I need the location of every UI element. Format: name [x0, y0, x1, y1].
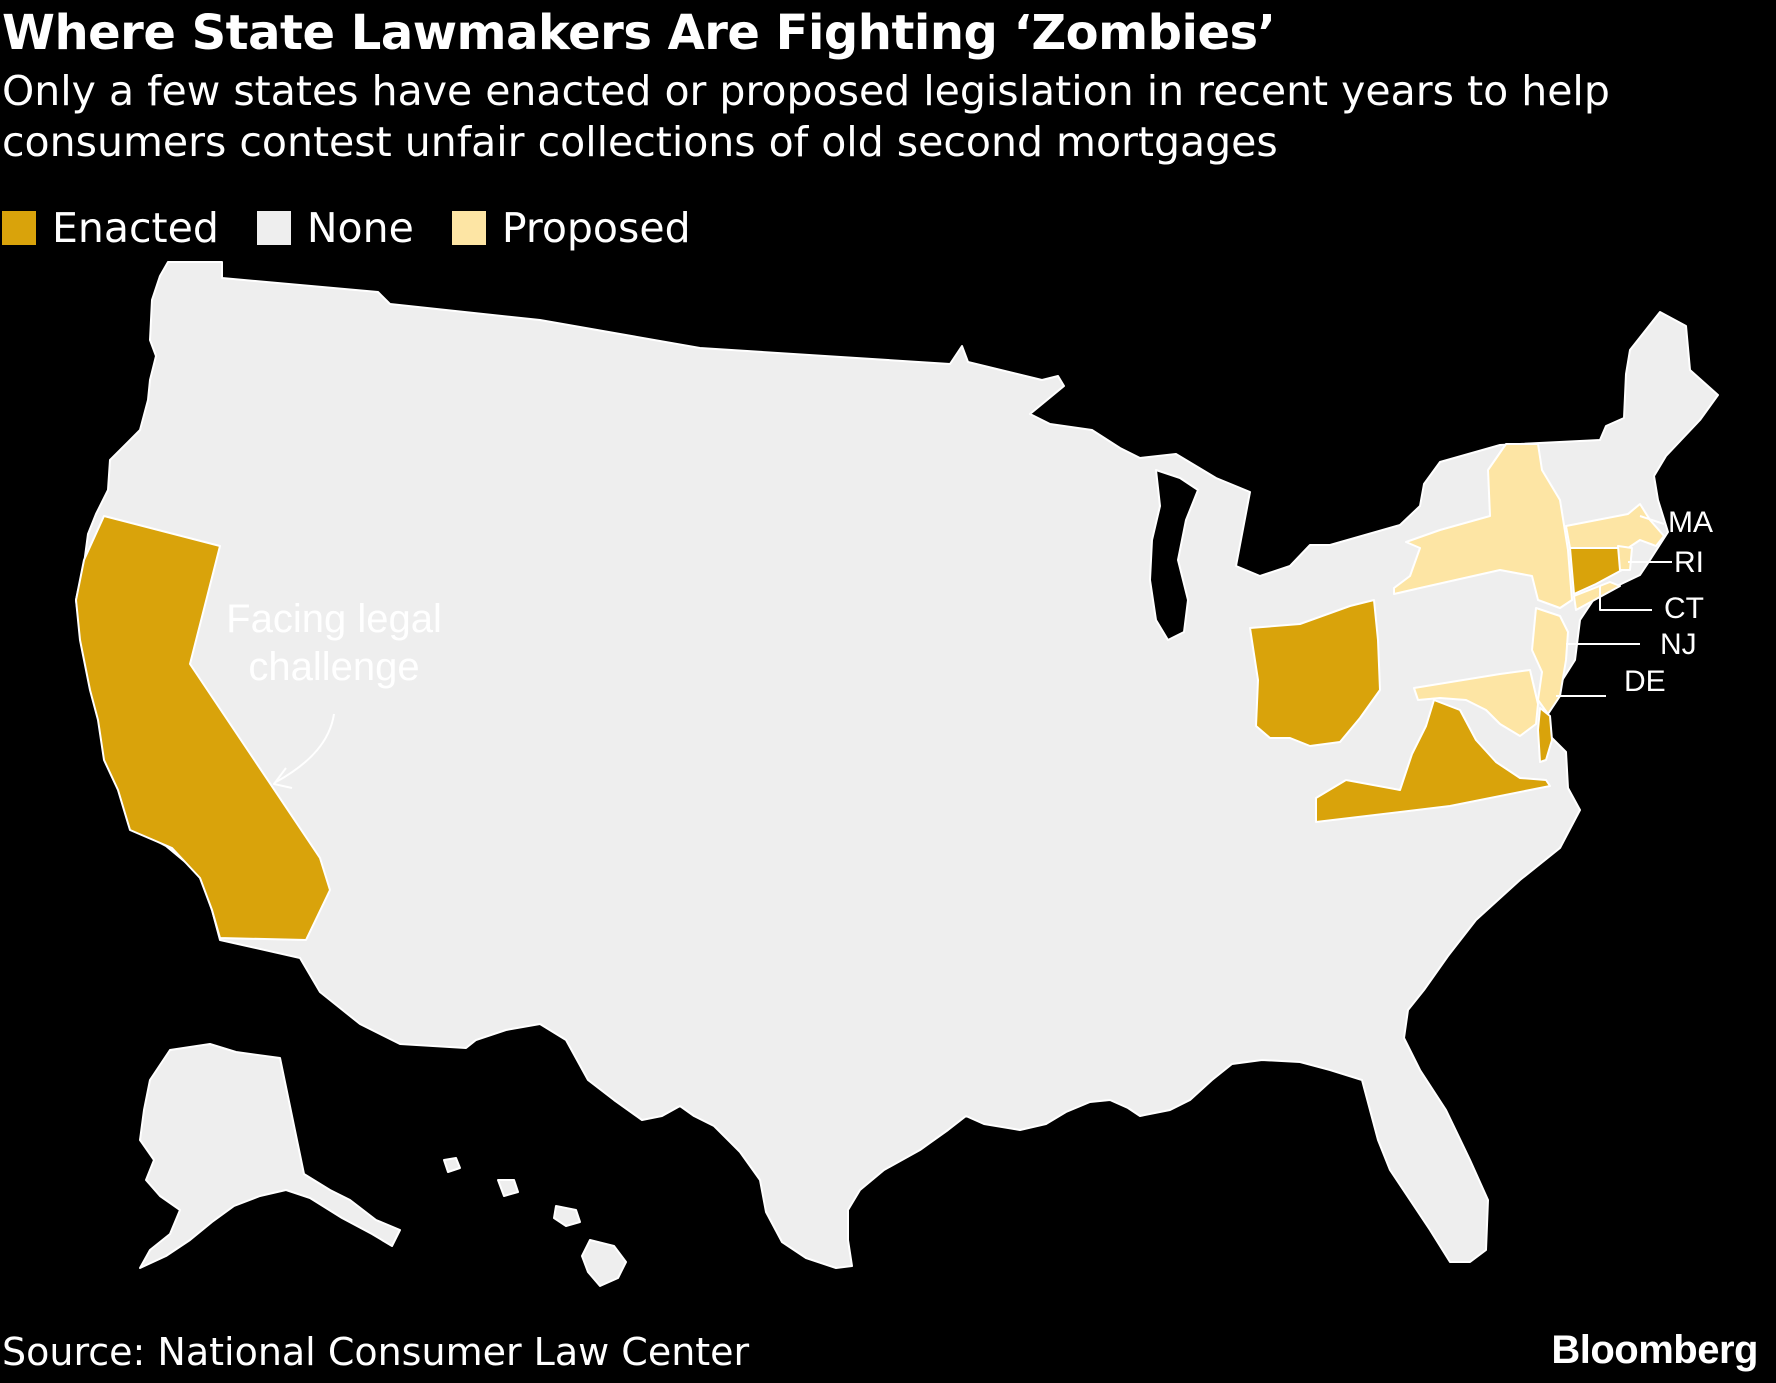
legend-item-enacted: Enacted: [2, 204, 219, 252]
legend-label-none: None: [306, 204, 414, 252]
state-ohio: [1249, 599, 1381, 747]
state-delaware: [1537, 707, 1553, 763]
callout-label-ma: MA: [1668, 506, 1713, 539]
leader-line-ct: [1599, 586, 1652, 611]
legend-swatch-enacted: [2, 211, 36, 245]
state-virginia: [1315, 699, 1551, 823]
callout-label-ri: RI: [1674, 546, 1704, 579]
state-california: [75, 515, 331, 941]
callout-label-ct: CT: [1664, 592, 1704, 625]
bloomberg-logo: Bloomberg: [1551, 1328, 1758, 1372]
state-hawaii-kauai: [443, 1157, 461, 1173]
legend-swatch-none: [256, 211, 291, 245]
annotation-arrowhead: [273, 767, 293, 789]
state-alaska: [139, 1043, 401, 1269]
legend-label-proposed: Proposed: [501, 204, 691, 252]
annotation-line-2: challenge: [248, 645, 419, 689]
state-hawaii-big-island: [581, 1239, 627, 1287]
state-new-jersey: [1531, 607, 1569, 715]
state-rhode-island: [1617, 545, 1633, 571]
callout-label-de: DE: [1624, 665, 1666, 698]
legend-label-enacted: Enacted: [52, 204, 219, 252]
source-note: Source: National Consumer Law Center: [2, 1330, 750, 1374]
legend-item-proposed: Proposed: [451, 204, 691, 252]
page-subtitle: Only a few states have enacted or propos…: [2, 67, 1610, 166]
state-maryland: [1413, 669, 1539, 737]
legend-item-none: None: [256, 204, 414, 252]
us-state-map: Facing legal challenge MA RI CT NJ DE: [75, 261, 1719, 1287]
page-title: Where State Lawmakers Are Fighting ‘Zomb…: [2, 5, 1276, 61]
state-massachusetts: [1565, 503, 1665, 549]
state-hawaii-maui: [553, 1205, 581, 1227]
annotation-arrow: [275, 713, 335, 783]
state-new-york: [1393, 443, 1621, 611]
lake-michigan: [1149, 469, 1199, 641]
legend-swatch-proposed: [451, 211, 486, 245]
legend: Enacted None Proposed: [2, 202, 691, 254]
annotation-line-1: Facing legal: [226, 597, 442, 641]
leader-line-ma: [1639, 515, 1665, 525]
state-hawaii-oahu: [497, 1179, 519, 1197]
callout-label-nj: NJ: [1660, 628, 1697, 661]
